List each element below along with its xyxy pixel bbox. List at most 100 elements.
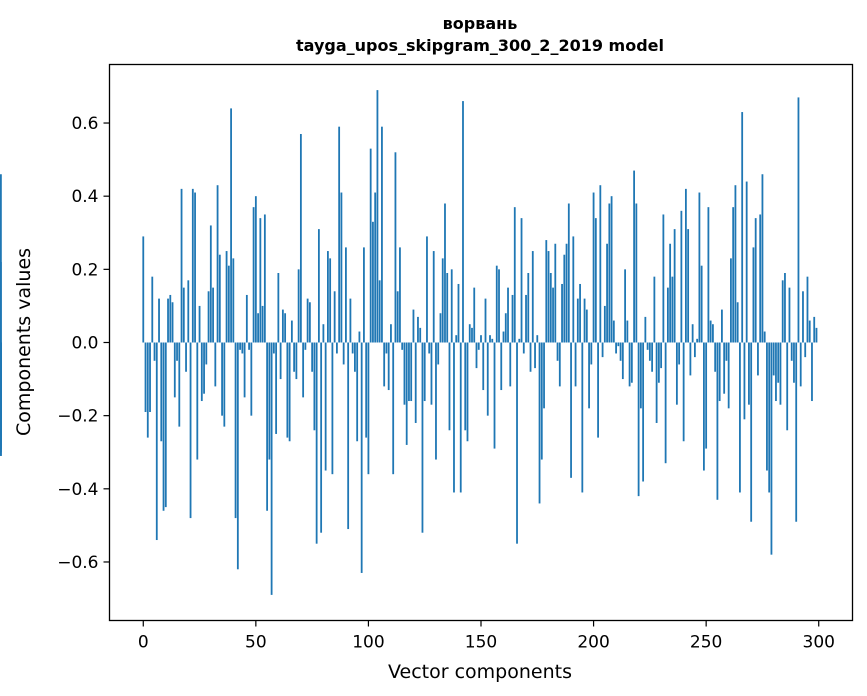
bar [682, 342, 685, 442]
y-axis-ticks: −0.6 −0.4 −0.2 0.0 0.2 0.4 0.6 [57, 114, 110, 573]
bar [333, 291, 336, 343]
bar [281, 309, 284, 343]
x-axis-ticks: 0 50 100 150 200 250 300 [138, 620, 835, 653]
bar [678, 342, 681, 365]
bar [324, 342, 327, 471]
bar [574, 342, 577, 387]
bar [390, 324, 392, 343]
x-tick-label: 300 [803, 633, 835, 653]
bar [221, 342, 223, 416]
bar [567, 203, 570, 343]
bar [549, 273, 552, 343]
bar [700, 265, 703, 343]
y-axis-label: Components values [13, 248, 35, 436]
bar [554, 243, 557, 343]
bar [236, 342, 239, 570]
bar [741, 112, 744, 343]
bar [608, 203, 611, 343]
x-tick-label: 250 [690, 633, 722, 653]
bar [441, 258, 444, 343]
x-tick-label: 100 [352, 633, 384, 653]
bar [684, 188, 687, 343]
bar [308, 302, 311, 343]
bar [547, 251, 550, 343]
bar [414, 342, 417, 423]
bar [167, 298, 169, 343]
bar [529, 342, 532, 372]
bar [558, 342, 561, 387]
bar [327, 251, 329, 343]
bar [572, 236, 575, 343]
bar [703, 342, 705, 471]
bar [306, 298, 309, 343]
bar [592, 192, 595, 343]
bar [736, 302, 739, 343]
bar [698, 192, 701, 343]
bar [448, 342, 451, 431]
plot-frame [108, 63, 854, 622]
bar [619, 342, 622, 361]
bar [601, 342, 604, 358]
bar [230, 108, 232, 343]
y-tick-label: −0.2 [57, 407, 98, 427]
bar [164, 342, 167, 508]
bar [696, 338, 699, 343]
bars-group [0, 90, 818, 595]
bar [540, 342, 543, 460]
bar [480, 335, 482, 343]
bar [671, 276, 674, 343]
bar [450, 269, 453, 343]
bar [502, 331, 505, 343]
bar [444, 203, 446, 343]
bar [583, 298, 586, 343]
bar [493, 342, 496, 449]
bar [209, 225, 212, 343]
bar [396, 291, 399, 343]
bar [621, 342, 624, 380]
bar [356, 342, 359, 442]
bar [223, 342, 226, 427]
bar [349, 298, 352, 343]
bar [383, 342, 386, 387]
bar [203, 342, 205, 394]
bar [522, 342, 525, 354]
bar [489, 335, 491, 343]
bar [585, 309, 588, 343]
bar [399, 247, 401, 343]
bar [155, 342, 158, 541]
bar [412, 309, 415, 343]
bar [0, 174, 2, 343]
bar [806, 276, 809, 343]
bar [484, 298, 487, 343]
bar [446, 273, 449, 343]
bar [617, 342, 620, 347]
bar [317, 229, 320, 343]
bar [518, 338, 521, 343]
bar [286, 342, 289, 438]
chart-title: ворвань [443, 14, 518, 33]
bar [257, 313, 259, 343]
bar [403, 342, 406, 405]
bar [225, 251, 228, 343]
bar [594, 218, 597, 343]
bar [675, 342, 678, 405]
bar [520, 218, 523, 343]
bar [252, 207, 255, 343]
bar [277, 273, 280, 343]
bar [259, 218, 262, 343]
bar [216, 185, 219, 343]
bar [275, 342, 278, 434]
bar [408, 342, 410, 402]
bar [250, 342, 253, 416]
bar [345, 247, 347, 343]
bar [169, 294, 172, 343]
bar [770, 342, 773, 555]
bar [304, 342, 307, 350]
bar [813, 316, 816, 343]
bar [376, 90, 379, 343]
bar [311, 342, 314, 372]
bar [0, 342, 2, 449]
bar [189, 342, 192, 519]
bar [144, 342, 147, 412]
bar [302, 342, 305, 398]
